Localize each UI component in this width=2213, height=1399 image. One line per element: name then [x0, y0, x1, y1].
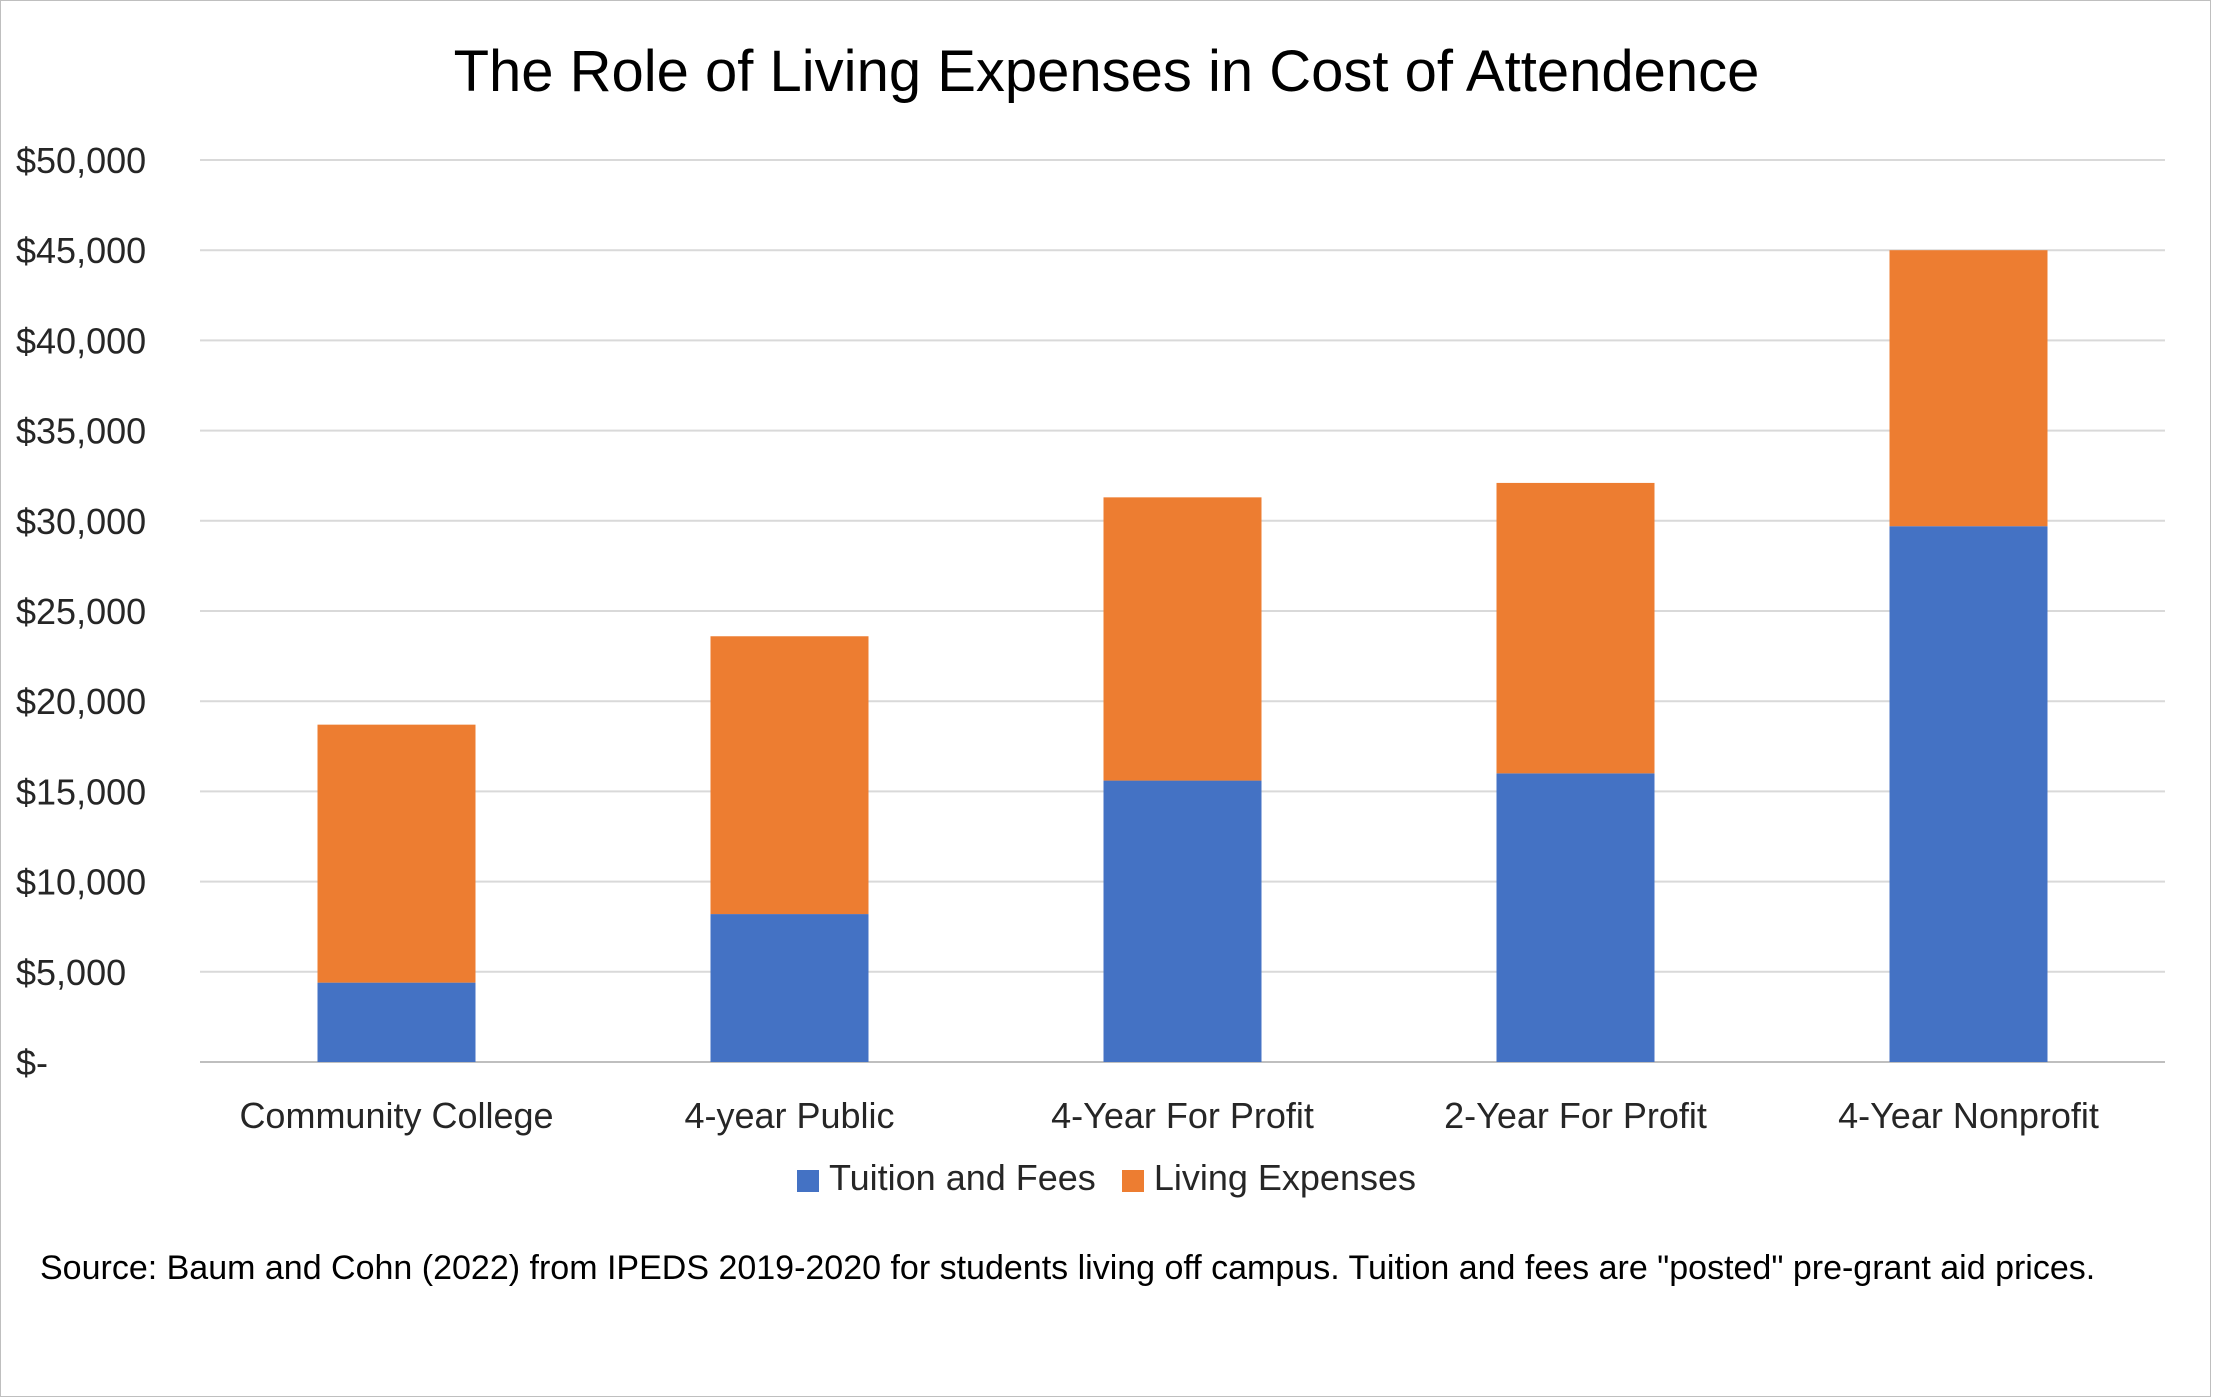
gridlines	[200, 159, 2165, 1063]
y-tick-label: $30,000	[16, 501, 146, 542]
bars	[317, 250, 2048, 1062]
y-tick-label: $50,000	[16, 140, 146, 181]
y-tick-label: $25,000	[16, 591, 146, 632]
bar-living-4	[1889, 250, 2048, 527]
legend-swatch-tuition	[796, 1170, 819, 1193]
legend-label-living: Living Expenses	[1153, 1157, 1416, 1199]
y-tick-label: $40,000	[16, 320, 146, 361]
bar-living-2	[1103, 497, 1262, 781]
y-tick-label: $35,000	[16, 411, 146, 452]
legend-item-tuition: Tuition and Fees	[796, 1157, 1096, 1199]
source-note: Source: Baum and Cohn (2022) from IPEDS …	[40, 1249, 2096, 1287]
y-tick-label: $10,000	[16, 862, 146, 903]
bar-tuition-2	[1103, 780, 1262, 1062]
bar-living-0	[317, 724, 476, 983]
y-tick-label: $45,000	[16, 230, 146, 271]
bar-tuition-3	[1496, 773, 1655, 1062]
y-tick-label: $-	[16, 1042, 48, 1083]
bar-tuition-4	[1889, 526, 2048, 1062]
bar-tuition-1	[710, 914, 869, 1062]
x-tick-label: 2-Year For Profit	[1444, 1095, 1707, 1136]
y-tick-label: $20,000	[16, 681, 146, 722]
bar-living-1	[710, 636, 869, 915]
y-tick-labels: $- $5,000 $10,000 $15,000 $20,000 $25,000 $30,…	[16, 140, 146, 1083]
x-tick-label: Community College	[239, 1095, 553, 1136]
legend: Tuition and Fees Living Expenses	[0, 1155, 2213, 1199]
y-tick-label: $15,000	[16, 771, 146, 812]
bar-tuition-0	[317, 982, 476, 1062]
chart-title: The Role of Living Expenses in Cost of A…	[453, 39, 1760, 104]
y-tick-label: $5,000	[16, 952, 126, 993]
legend-swatch-living	[1121, 1170, 1144, 1193]
x-tick-label: 4-Year For Profit	[1051, 1095, 1314, 1136]
legend-item-living: Living Expenses	[1121, 1157, 1416, 1199]
x-tick-label: 4-year Public	[684, 1095, 894, 1136]
x-tick-labels: Community College 4-year Public 4-Year For…	[239, 1095, 2098, 1136]
legend-label-tuition: Tuition and Fees	[828, 1157, 1096, 1199]
bar-living-3	[1496, 482, 1655, 774]
x-tick-label: 4-Year Nonprofit	[1838, 1095, 2099, 1136]
